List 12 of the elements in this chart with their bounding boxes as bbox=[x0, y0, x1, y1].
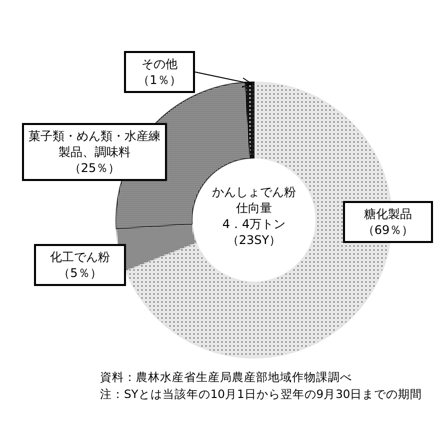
text: 注：SYとは当該年の10月1日から翌年の9月30日までの期間 bbox=[100, 387, 422, 402]
data-label: （5％） bbox=[57, 265, 103, 281]
slice-label: その他 bbox=[140, 56, 178, 72]
text: かんしょでん粉仕向量 bbox=[211, 184, 297, 216]
slice-label: 菓子類・めん類・水産練製品、調味料 bbox=[28, 128, 161, 160]
data-label: （1％） bbox=[136, 72, 182, 88]
text: 資料：農林水産省生産局農産部地域作物課調べ bbox=[100, 370, 352, 385]
data-label: （25％） bbox=[68, 160, 122, 176]
slice-label: 糖化製品 bbox=[363, 206, 413, 222]
data-label: （69％） bbox=[361, 222, 415, 238]
slice-label: 化工でん粉 bbox=[49, 249, 111, 265]
text: 4．4万トン（23SY） bbox=[221, 216, 287, 248]
